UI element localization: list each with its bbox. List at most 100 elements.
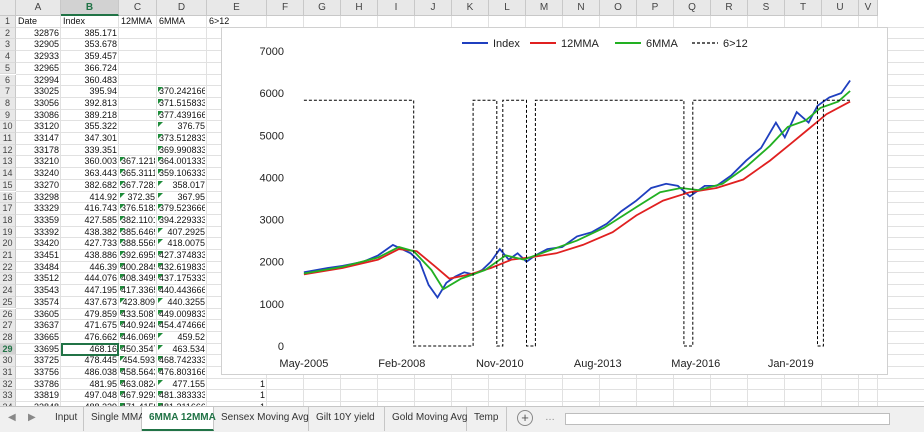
cell-a32[interactable]: 33786 [33,378,59,389]
cell-a27[interactable]: 33637 [33,320,59,331]
cell-a10[interactable]: 33120 [33,121,59,132]
cell-c15[interactable]: 367.7281 [121,179,155,190]
cell-b24[interactable]: 447.195 [84,285,117,296]
selected-cell-b29[interactable] [61,342,119,357]
column-header-i[interactable]: I [378,0,415,16]
cell-e34[interactable]: 1 [209,402,265,406]
cell-a15[interactable]: 33270 [33,179,59,190]
column-header-t[interactable]: T [785,0,822,16]
cell-c20[interactable]: 388.5569 [121,238,155,249]
cell-a4[interactable]: 32933 [33,51,59,62]
cell-c19[interactable]: 385.6469 [121,226,155,237]
horizontal-scrollbar[interactable] [565,413,890,425]
cell-a20[interactable]: 33420 [33,238,59,249]
column-header-k[interactable]: K [452,0,489,16]
cell-b13[interactable]: 360.003 [84,156,117,167]
column-header-d[interactable]: D [157,0,207,16]
cell-b10[interactable]: 355.322 [84,121,117,132]
column-header-f[interactable]: F [267,0,304,16]
cell-c23[interactable]: 408.3495 [121,273,155,284]
cell-c28[interactable]: 446.0699 [121,331,155,342]
select-all-corner[interactable] [0,0,16,16]
cell-b30[interactable]: 478.445 [84,355,117,366]
cell-d26[interactable]: 449.0098333 [159,308,205,319]
cell-c14[interactable]: 365.3111 [121,168,155,179]
row-header-13[interactable]: 13 [0,156,16,169]
row-header-4[interactable]: 4 [0,51,16,63]
cell-c24[interactable]: 417.3365 [121,285,155,296]
cell-a17[interactable]: 33329 [33,203,59,214]
cell-c17[interactable]: 376.5183 [121,203,155,214]
row-header-31[interactable]: 31 [0,367,16,379]
cell-b34[interactable]: 488.229 [63,402,117,406]
column-header-n[interactable]: N [563,0,600,16]
cell-d32[interactable]: 477.155 [172,378,205,389]
cell-a28[interactable]: 33665 [33,331,59,342]
column-header-a[interactable]: A [16,0,61,16]
cell-d8[interactable]: 371.5158333 [159,97,205,108]
column-header-u[interactable]: U [822,0,859,16]
cell-b9[interactable]: 389.218 [84,109,117,120]
cell-c27[interactable]: 440.9248 [121,320,155,331]
cell-d21[interactable]: 427.3748333 [159,250,205,260]
cell-a26[interactable]: 33605 [33,308,59,319]
cell-c33[interactable]: 467.9293 [121,390,155,401]
cell-b25[interactable]: 437.673 [84,296,117,307]
cell-b17[interactable]: 416.743 [84,203,117,214]
cell-d7[interactable]: 370.2421667 [159,86,205,97]
cell-b26[interactable]: 479.859 [84,308,117,319]
row-header-29[interactable]: 29 [0,343,16,356]
cell-a33[interactable]: 33819 [33,390,59,401]
row-header-5[interactable]: 5 [0,62,16,75]
cell-b4[interactable]: 359.457 [84,51,117,62]
cell-e32[interactable]: 1 [259,378,265,389]
column-header-j[interactable]: J [415,0,452,16]
cell-a29[interactable]: 33695 [33,343,59,354]
cell-d24[interactable]: 440.4436667 [159,285,205,296]
cell-d31[interactable]: 476.8031667 [159,367,205,377]
cell-a11[interactable]: 33147 [33,133,59,143]
column-header-h[interactable]: H [341,0,378,16]
sheet-tab-single-mma[interactable]: Single MMA [84,407,145,431]
cell-b32[interactable]: 481.95 [89,378,117,389]
cell-c16[interactable]: 372.35 [127,191,155,202]
column-header-q[interactable]: Q [674,0,711,16]
cell-b29[interactable]: 468.16 [89,343,117,354]
cell-a21[interactable]: 33451 [33,250,59,260]
sheet-tab-gold-moving-avg[interactable]: Gold Moving Avg [385,407,467,431]
cell-d11[interactable]: 373.5128333 [159,133,205,143]
row-header-7[interactable]: 7 [0,86,16,98]
column-header-g[interactable]: G [304,0,341,16]
cell-c26[interactable]: 433.5087 [121,308,155,319]
cell-a13[interactable]: 33210 [33,156,59,167]
column-header-b[interactable]: B [61,0,119,16]
cell-d25[interactable]: 440.3255 [167,296,205,307]
cell-b12[interactable]: 339.351 [84,144,117,155]
more-options-icon[interactable]: … [545,412,555,423]
cell-d20[interactable]: 418.0075 [167,238,205,249]
cell-b21[interactable]: 438.886 [84,250,117,260]
column-header-m[interactable]: M [526,0,563,16]
cell-c29[interactable]: 450.3547 [121,343,155,354]
cell-d10[interactable]: 376.75 [177,121,205,132]
row-header-17[interactable]: 17 [0,203,16,215]
row-header-26[interactable]: 26 [0,308,16,321]
sheet-tab-6mma-12mma[interactable]: 6MMA 12MMA [142,407,216,431]
header-cell-b[interactable]: Index [63,16,86,26]
cell-b19[interactable]: 438.382 [84,226,117,237]
row-header-10[interactable]: 10 [0,121,16,133]
cell-a34[interactable]: 33848 [18,402,59,406]
cell-a19[interactable]: 33392 [33,226,59,237]
cell-a7[interactable]: 33025 [33,86,59,97]
cell-b5[interactable]: 366.724 [84,62,117,73]
cell-b8[interactable]: 392.813 [84,97,117,108]
cell-a16[interactable]: 33298 [33,191,59,202]
row-header-3[interactable]: 3 [0,39,16,52]
cell-a23[interactable]: 33512 [33,273,59,284]
row-header-30[interactable]: 30 [0,355,16,367]
cell-d27[interactable]: 454.4746667 [159,320,205,331]
cell-b20[interactable]: 427.733 [84,238,117,249]
cell-d9[interactable]: 377.4391667 [159,109,205,120]
cell-b16[interactable]: 414.92 [89,191,117,202]
cell-c13[interactable]: 367.1218 [121,156,155,167]
